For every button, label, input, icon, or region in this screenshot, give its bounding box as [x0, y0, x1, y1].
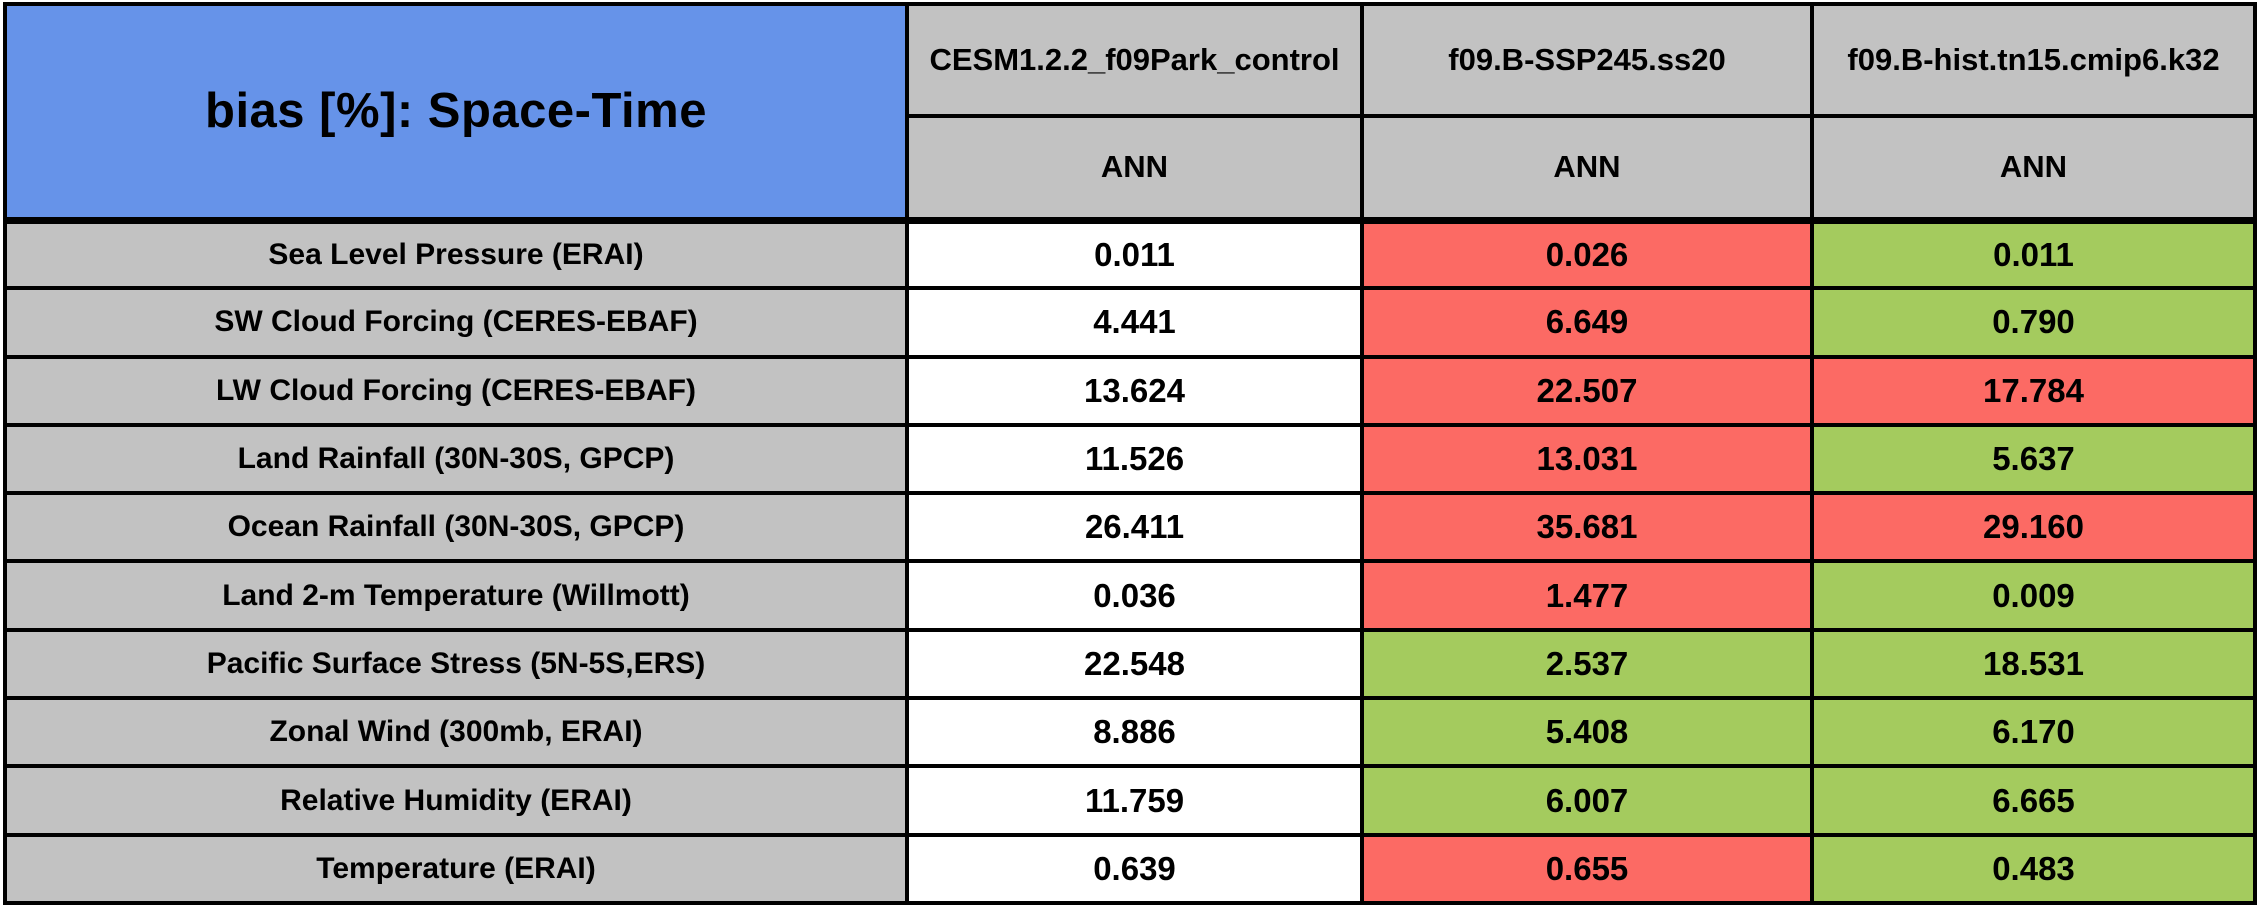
bias-value-cell: 6.665 — [1810, 764, 2257, 837]
model-name-text: CESM1.2.2_f09Park_control — [929, 42, 1340, 77]
bias-value-cell: 0.639 — [905, 832, 1364, 906]
table-row: Ocean Rainfall (30N-30S, GPCP) 26.411 35.6… — [3, 491, 2257, 564]
bias-value-cell: 18.531 — [1810, 627, 2257, 701]
season-header: ANN — [1360, 114, 1814, 224]
bias-value-cell: 0.011 — [1810, 217, 2257, 291]
bias-value-cell: 22.507 — [1360, 354, 1814, 427]
season-header-row: ANN ANN ANN — [5, 114, 2257, 224]
bias-value-cell: 29.160 — [1810, 491, 2257, 564]
table-row: Zonal Wind (300mb, ERAI) 8.886 5.408 6.170 — [3, 696, 2257, 769]
row-label-cell: Land 2-m Temperature (Willmott) — [3, 559, 909, 632]
model-name-text: f09.B-SSP245.ss20 — [1448, 42, 1726, 77]
season-header: ANN — [905, 114, 1364, 224]
bias-value-cell: 0.790 — [1810, 286, 2257, 359]
table-row: Pacific Surface Stress (5N-5S,ERS) 22.548… — [3, 627, 2257, 701]
model-name-header: f09.B-hist.tn15.cmip6.k32 — [1810, 2, 2257, 118]
bias-value-cell: 13.624 — [905, 354, 1364, 427]
bias-value-cell: 0.036 — [905, 559, 1364, 632]
model-header-row: bias [%]: Space-Time CESM1.2.2_f09Park_c… — [3, 2, 2257, 224]
model-name-text: f09.B-hist.tn15.cmip6.k32 — [1847, 42, 2220, 77]
bias-value-cell: 2.537 — [1360, 627, 1814, 701]
row-label-cell: Relative Humidity (ERAI) — [3, 764, 909, 837]
table-header: bias [%]: Space-Time CESM1.2.2_f09Park_c… — [3, 2, 2257, 224]
bias-value-cell: 6.170 — [1810, 696, 2257, 769]
bias-value-cell: 0.655 — [1360, 832, 1814, 906]
table-body: Sea Level Pressure (ERAI) 0.011 0.026 0.011… — [3, 217, 2257, 906]
model-name-header: f09.B-SSP245.ss20 — [1360, 2, 1814, 118]
table-row: LW Cloud Forcing (CERES-EBAF) 13.624 22.50… — [3, 354, 2257, 427]
row-label-cell: Land Rainfall (30N-30S, GPCP) — [3, 422, 909, 496]
bias-value-cell: 26.411 — [905, 491, 1364, 564]
bias-value-cell: 0.026 — [1360, 217, 1814, 291]
bias-value-cell: 5.408 — [1360, 696, 1814, 769]
table-row: Land Rainfall (30N-30S, GPCP) 11.526 13.03… — [3, 422, 2257, 496]
model-name-header: CESM1.2.2_f09Park_control — [905, 2, 1364, 118]
row-label-cell: Zonal Wind (300mb, ERAI) — [3, 696, 909, 769]
row-label-cell: Sea Level Pressure (ERAI) — [3, 217, 909, 291]
bias-value-cell: 0.009 — [1810, 559, 2257, 632]
table-row: Sea Level Pressure (ERAI) 0.011 0.026 0.011 — [3, 217, 2257, 291]
table-row: Temperature (ERAI) 0.639 0.655 0.483 — [3, 832, 2257, 906]
bias-value-cell: 11.759 — [905, 764, 1364, 837]
season-header: ANN — [1810, 114, 2257, 224]
bias-metrics-table: bias [%]: Space-Time CESM1.2.2_f09Park_c… — [3, 2, 2257, 906]
bias-value-cell: 5.637 — [1810, 422, 2257, 496]
table-row: SW Cloud Forcing (CERES-EBAF) 4.441 6.649 0… — [3, 286, 2257, 359]
bias-value-cell: 17.784 — [1810, 354, 2257, 427]
table-title: bias [%]: Space-Time — [3, 2, 909, 224]
bias-value-cell: 0.011 — [905, 217, 1364, 291]
row-label-cell: Pacific Surface Stress (5N-5S,ERS) — [3, 627, 909, 701]
bias-value-cell: 6.007 — [1360, 764, 1814, 837]
bias-value-cell: 8.886 — [905, 696, 1364, 769]
bias-value-cell: 1.477 — [1360, 559, 1814, 632]
bias-value-cell: 6.649 — [1360, 286, 1814, 359]
row-label-cell: Temperature (ERAI) — [3, 832, 909, 906]
bias-value-cell: 11.526 — [905, 422, 1364, 496]
bias-value-cell: 35.681 — [1360, 491, 1814, 564]
bias-value-cell: 4.441 — [905, 286, 1364, 359]
bias-value-cell: 22.548 — [905, 627, 1364, 701]
bias-value-cell: 0.483 — [1810, 832, 2257, 906]
bias-value-cell: 13.031 — [1360, 422, 1814, 496]
row-label-cell: SW Cloud Forcing (CERES-EBAF) — [3, 286, 909, 359]
table-row: Land 2-m Temperature (Willmott) 0.036 1.47… — [3, 559, 2257, 632]
table-row: Relative Humidity (ERAI) 11.759 6.007 6.665 — [3, 764, 2257, 837]
row-label-cell: LW Cloud Forcing (CERES-EBAF) — [3, 354, 909, 427]
row-label-cell: Ocean Rainfall (30N-30S, GPCP) — [3, 491, 909, 564]
